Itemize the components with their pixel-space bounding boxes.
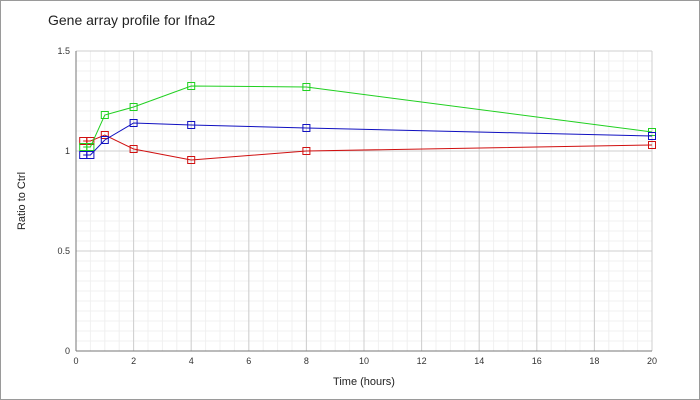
data-point (187, 156, 196, 164)
x-tick-label: 20 (647, 356, 657, 366)
data-point (187, 82, 196, 90)
x-tick-label: 18 (589, 356, 599, 366)
y-tick-label: 0 (65, 346, 70, 356)
x-tick-label: 10 (359, 356, 369, 366)
data-point (302, 147, 311, 155)
series-line (83, 122, 653, 156)
data-point (129, 145, 138, 153)
x-tick-label: 8 (304, 356, 309, 366)
data-point (129, 119, 138, 127)
data-point (187, 121, 196, 129)
y-tick-label: 0.5 (57, 246, 70, 256)
series-line (83, 85, 653, 148)
data-point (129, 103, 138, 111)
tick-labels: 0 2 4 6 8 10 12 14 16 18 20 0 0.5 1 1.5 (57, 46, 657, 366)
data-point (86, 151, 95, 159)
x-tick-label: 12 (417, 356, 427, 366)
data-point (302, 124, 311, 132)
data-point (100, 111, 109, 119)
series-layer (79, 82, 656, 164)
y-tick-label: 1 (65, 146, 70, 156)
y-tick-label: 1.5 (57, 46, 70, 56)
series-0 (79, 131, 656, 164)
x-tick-label: 2 (131, 356, 136, 366)
series-1 (79, 82, 656, 151)
x-tick-label: 16 (532, 356, 542, 366)
x-tick-label: 4 (189, 356, 194, 366)
chart-title: Gene array profile for Ifna2 (48, 12, 216, 28)
data-point (100, 136, 109, 144)
grid-layer (75, 50, 653, 352)
axes-layer (75, 51, 652, 352)
x-axis-title: Time (hours) (333, 376, 395, 388)
y-axis-title: Ratio to Ctrl (16, 172, 28, 230)
data-point (86, 137, 95, 145)
data-point (648, 132, 656, 140)
data-point (100, 131, 109, 139)
x-tick-label: 0 (73, 356, 78, 366)
series-line (83, 134, 653, 161)
series-2 (79, 119, 656, 159)
x-tick-label: 6 (246, 356, 251, 366)
data-point (302, 83, 311, 91)
data-point (648, 141, 656, 149)
data-point (86, 143, 95, 151)
x-tick-label: 14 (474, 356, 484, 366)
